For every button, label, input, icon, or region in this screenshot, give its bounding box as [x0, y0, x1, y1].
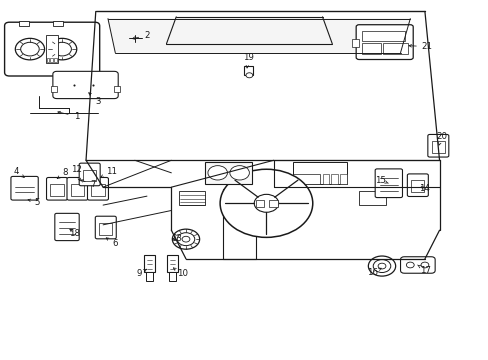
- Bar: [244, 66, 253, 75]
- Bar: [293, 162, 346, 184]
- Text: 10: 10: [173, 268, 187, 278]
- FancyBboxPatch shape: [95, 216, 116, 239]
- Bar: [222, 189, 255, 259]
- Text: 21: 21: [408, 42, 432, 51]
- Text: 7: 7: [81, 180, 96, 189]
- Text: 12: 12: [71, 165, 81, 181]
- Polygon shape: [86, 12, 439, 160]
- Bar: [19, 22, 29, 26]
- FancyBboxPatch shape: [46, 177, 67, 200]
- Circle shape: [47, 39, 77, 60]
- FancyBboxPatch shape: [374, 169, 402, 198]
- Text: 18: 18: [69, 229, 80, 238]
- Text: 4: 4: [14, 167, 24, 177]
- Bar: [322, 174, 329, 184]
- Bar: [71, 184, 84, 196]
- Bar: [53, 22, 63, 26]
- Bar: [50, 184, 63, 196]
- Bar: [293, 174, 320, 184]
- Bar: [144, 255, 155, 272]
- Text: 1: 1: [58, 111, 79, 121]
- Bar: [361, 43, 380, 54]
- Circle shape: [20, 42, 39, 56]
- Bar: [50, 58, 53, 62]
- Text: 15: 15: [374, 176, 387, 185]
- Circle shape: [367, 256, 395, 276]
- Bar: [99, 223, 112, 234]
- FancyBboxPatch shape: [427, 134, 448, 157]
- Circle shape: [245, 73, 252, 78]
- Text: 5: 5: [28, 198, 40, 207]
- Text: 6: 6: [106, 238, 118, 248]
- Bar: [330, 174, 337, 184]
- Text: 2: 2: [132, 31, 149, 40]
- Circle shape: [229, 166, 249, 180]
- Text: 19: 19: [243, 53, 253, 68]
- Polygon shape: [108, 19, 409, 53]
- Circle shape: [172, 229, 199, 249]
- FancyBboxPatch shape: [87, 177, 108, 200]
- Bar: [91, 184, 104, 196]
- FancyBboxPatch shape: [4, 22, 100, 76]
- FancyBboxPatch shape: [11, 176, 38, 200]
- Bar: [268, 200, 277, 207]
- FancyBboxPatch shape: [79, 163, 100, 186]
- Text: 8: 8: [57, 168, 68, 179]
- Circle shape: [207, 166, 227, 180]
- Ellipse shape: [128, 35, 142, 42]
- Bar: [46, 58, 49, 62]
- Bar: [167, 255, 178, 272]
- FancyBboxPatch shape: [55, 213, 79, 240]
- Bar: [114, 86, 120, 92]
- Bar: [178, 191, 205, 205]
- Circle shape: [182, 236, 189, 242]
- Bar: [51, 86, 57, 92]
- Circle shape: [372, 260, 390, 273]
- Circle shape: [406, 262, 413, 268]
- Text: 14: 14: [419, 184, 429, 193]
- Circle shape: [254, 194, 278, 212]
- Circle shape: [15, 39, 44, 60]
- Circle shape: [220, 169, 312, 237]
- Bar: [351, 40, 358, 46]
- Text: 9: 9: [136, 269, 146, 278]
- Bar: [358, 191, 385, 205]
- Bar: [169, 272, 176, 281]
- FancyBboxPatch shape: [67, 177, 88, 200]
- Bar: [431, 141, 444, 153]
- Bar: [146, 272, 153, 281]
- FancyBboxPatch shape: [53, 71, 118, 99]
- FancyBboxPatch shape: [355, 25, 412, 59]
- Bar: [83, 170, 96, 181]
- Text: 3: 3: [88, 93, 101, 105]
- FancyBboxPatch shape: [400, 257, 434, 273]
- FancyBboxPatch shape: [407, 174, 427, 197]
- Bar: [339, 174, 346, 184]
- Circle shape: [377, 263, 385, 269]
- Bar: [46, 35, 58, 63]
- Text: 17: 17: [417, 265, 430, 275]
- Bar: [54, 58, 57, 62]
- Bar: [361, 31, 405, 41]
- Circle shape: [420, 262, 428, 268]
- Circle shape: [177, 233, 194, 246]
- Circle shape: [53, 42, 71, 56]
- Bar: [410, 180, 424, 192]
- Bar: [200, 22, 259, 42]
- Bar: [205, 162, 251, 184]
- Text: 20: 20: [436, 132, 447, 145]
- Text: 11: 11: [101, 167, 117, 177]
- Text: 13: 13: [170, 234, 182, 243]
- Bar: [255, 200, 264, 207]
- Bar: [383, 43, 407, 54]
- Text: 16: 16: [366, 268, 381, 277]
